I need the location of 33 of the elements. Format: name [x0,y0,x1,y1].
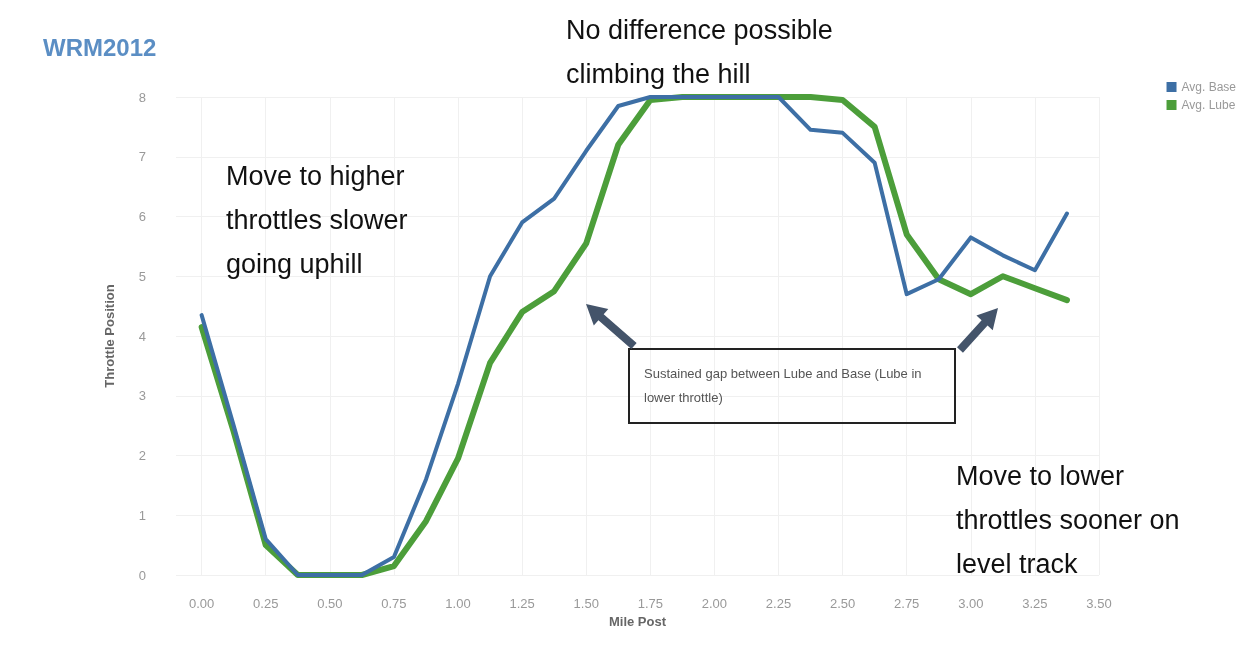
legend-label: Avg. Base [1181,80,1237,94]
x-tick-label: 2.50 [829,596,856,611]
text: No difference possible climbing the hill [566,14,834,91]
y-tick-label: 2 [138,448,146,463]
x-axis-title: Mile Post [608,613,667,629]
y-tick-label: 8 [138,89,146,105]
callout-box: Sustained gap between Lube and Base (Lube in lower throttle) [628,348,956,424]
y-tick-label: 1 [138,507,146,523]
annotation: Move to higher throttles slower going uphill [226,160,409,281]
x-tick-label: 0.75 [381,596,407,611]
y-tick-label: 5 [138,268,146,284]
legend-label: Avg. Lube [1181,98,1236,112]
annotation: Move to lower throttles sooner on level track [956,460,1181,581]
x-tick-label: 1.25 [509,596,535,611]
x-tick-label: 1.00 [445,596,471,611]
y-tick-label: 0 [138,567,146,583]
y-tick-label: 7 [138,149,146,165]
x-tick-label: 1.50 [573,596,599,611]
x-tick-label: 3.00 [958,596,984,611]
x-tick-label: 1.75 [637,596,663,611]
x-tick-label: 3.25 [1022,596,1048,611]
x-tick-label: 3.50 [1086,596,1112,611]
y-axis-title: Throttle Position [102,284,117,388]
x-tick-label: 2.00 [701,596,728,611]
chart-title: WRM2012 [43,33,157,61]
x-tick-label: 0.25 [253,596,279,611]
y-tick-label: 3 [138,388,146,404]
y-tick-label: 4 [138,328,146,344]
x-tick-label: 0.00 [188,596,215,611]
x-tick-label: 0.50 [317,596,343,611]
x-tick-label: 2.75 [894,596,920,611]
x-tick-label: 2.25 [765,596,792,611]
y-tick-label: 6 [138,209,146,224]
